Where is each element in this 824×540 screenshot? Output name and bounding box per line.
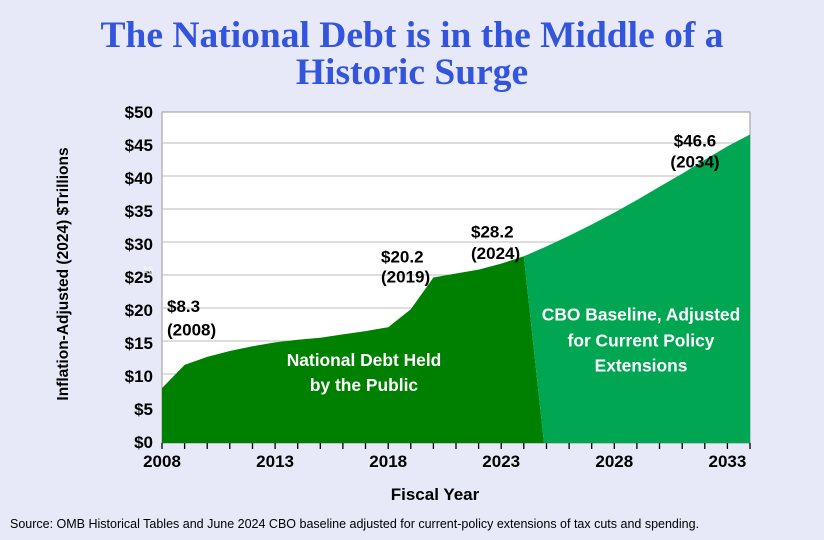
svg-text:$10: $10 <box>125 367 153 386</box>
svg-text:$20: $20 <box>125 301 153 320</box>
svg-text:2013: 2013 <box>256 452 294 471</box>
svg-text:2033: 2033 <box>708 452 746 471</box>
svg-text:$30: $30 <box>125 235 153 254</box>
svg-text:National Debt Held: National Debt Held <box>287 350 442 370</box>
svg-text:$15: $15 <box>125 334 153 353</box>
svg-text:CBO Baseline, Adjusted: CBO Baseline, Adjusted <box>542 305 740 325</box>
svg-text:$8.3: $8.3 <box>167 297 200 316</box>
svg-text:2023: 2023 <box>482 452 520 471</box>
svg-text:$50: $50 <box>125 103 153 122</box>
svg-text:$46.6: $46.6 <box>674 132 717 151</box>
svg-text:(2019): (2019) <box>381 268 430 287</box>
svg-text:$35: $35 <box>125 202 153 221</box>
svg-text:(2008): (2008) <box>167 321 216 340</box>
svg-text:16: 16 <box>143 265 153 275</box>
svg-text:2008: 2008 <box>143 452 181 471</box>
svg-text:Extensions: Extensions <box>595 356 688 376</box>
svg-text:2028: 2028 <box>595 452 633 471</box>
svg-text:$5: $5 <box>134 400 153 419</box>
svg-text:$0: $0 <box>134 433 153 452</box>
svg-text:for Current Policy: for Current Policy <box>568 331 715 351</box>
svg-text:(2034): (2034) <box>670 153 719 172</box>
svg-text:(2024): (2024) <box>471 244 520 263</box>
svg-text:$28.2: $28.2 <box>471 223 514 242</box>
svg-text:$20.2: $20.2 <box>381 248 424 267</box>
svg-text:$45: $45 <box>125 136 153 155</box>
svg-text:by the Public: by the Public <box>310 375 419 395</box>
svg-text:$40: $40 <box>125 169 153 188</box>
svg-text:2018: 2018 <box>369 452 407 471</box>
